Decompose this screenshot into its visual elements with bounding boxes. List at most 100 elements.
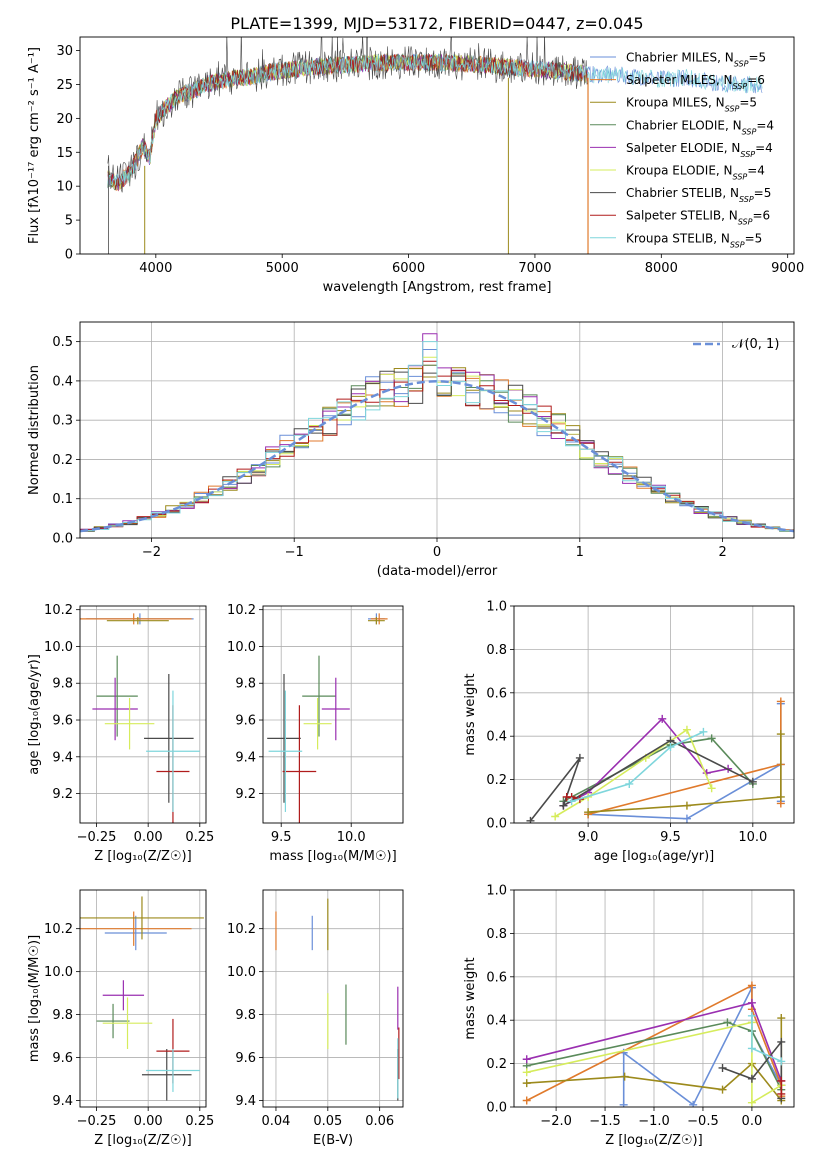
y-tick-label: 0.2 — [486, 773, 507, 788]
spectrum-line — [107, 54, 589, 190]
y-tick-label: 0.0 — [486, 817, 507, 832]
x-tick-label: 0 — [433, 545, 441, 560]
series-marker — [747, 1044, 756, 1053]
x-tick-label: 10.0 — [738, 830, 767, 845]
y-tick-label: 9.2 — [52, 787, 73, 802]
y-tick-label: 1.0 — [486, 600, 507, 615]
series-marker — [682, 725, 691, 734]
x-tick-label: −1 — [285, 545, 304, 560]
series-marker — [522, 1068, 531, 1077]
y-tick-label: 0 — [65, 248, 73, 263]
y-tick-label: 9.4 — [52, 750, 73, 765]
series-marker — [666, 743, 675, 752]
y-tick-label: 1.0 — [486, 884, 507, 899]
series-marker — [619, 1100, 628, 1107]
y-tick-label: 30 — [56, 44, 73, 59]
series-marker — [718, 1063, 727, 1072]
x-axis-label: Z [log₁₀(Z/Z☉)] — [94, 1133, 191, 1148]
series-marker — [748, 777, 757, 786]
series-marker — [776, 697, 785, 706]
series-marker — [526, 816, 535, 823]
y-tick-label: 0.8 — [486, 643, 507, 658]
y-tick-label: 0.3 — [52, 414, 73, 429]
series-marker — [747, 1011, 756, 1020]
series-line — [571, 731, 704, 803]
axes-frame — [513, 605, 795, 824]
x-tick-label: −1.5 — [589, 1114, 621, 1129]
x-tick-label: 0.00 — [134, 830, 163, 845]
panel-residuals: −2 −1 0 1 2 0.0 0.1 0.2 0.3 0.4 0.5 (data-model)/er… — [27, 321, 795, 579]
legend-entry: Chabrier MILES, NSSP=5 — [626, 51, 766, 69]
y-tick-label: 9.8 — [52, 1008, 73, 1023]
series-marker — [718, 1085, 727, 1094]
series-marker — [776, 730, 785, 739]
legend-entry: Kroupa ELODIE, NSSP=4 — [626, 164, 765, 182]
y-axis-label: mass weight — [463, 673, 478, 755]
y-tick-label: 0.4 — [486, 1014, 507, 1029]
y-tick-label: 0.2 — [52, 453, 73, 468]
y-tick-label: 10.0 — [227, 640, 256, 655]
x-tick-label: 1 — [576, 545, 584, 560]
series-marker — [559, 801, 568, 810]
series-marker — [699, 727, 708, 736]
series-marker — [747, 1098, 756, 1107]
panel-spectrum: 4000 5000 6000 7000 8000 9000 0 5 10 15 20 25 30 wave… — [27, 36, 804, 295]
plot-area-residuals — [80, 333, 794, 538]
x-axis-label: E(B-V) — [313, 1133, 353, 1148]
x-tick-label: −0.25 — [77, 1114, 117, 1129]
x-tick-label: 0.00 — [134, 1114, 163, 1129]
y-tick-label: 9.6 — [235, 1051, 256, 1066]
x-tick-label: 0.04 — [261, 1114, 290, 1129]
x-tick-label: 8000 — [645, 261, 678, 276]
plot-area-spectrum — [107, 37, 763, 254]
y-tick-label: 10.0 — [227, 965, 256, 980]
spectrum-line — [107, 53, 763, 187]
y-tick-label: 10.0 — [44, 640, 73, 655]
x-tick-label: 5000 — [266, 261, 299, 276]
x-tick-label: −0.5 — [687, 1114, 719, 1129]
x-tick-label: 9.5 — [271, 830, 292, 845]
series-marker — [620, 1072, 629, 1081]
series-marker — [551, 812, 560, 821]
plot-area-massweight-vs-Z — [522, 981, 786, 1107]
axes-frame — [79, 36, 795, 255]
x-tick-label: −0.25 — [77, 830, 117, 845]
y-tick-label: 9.8 — [52, 677, 73, 692]
spectrum-line — [107, 37, 589, 193]
y-tick-label: 10.2 — [227, 603, 256, 618]
y-tick-label: 0.1 — [52, 492, 73, 507]
y-tick-label: 0.4 — [486, 730, 507, 745]
legend-entry: Kroupa MILES, NSSP=5 — [626, 96, 757, 114]
series-line — [526, 1021, 782, 1105]
y-tick-label: 20 — [56, 112, 73, 127]
y-tick-label: 10.2 — [227, 922, 256, 937]
legend: Chabrier MILES, NSSP=5 Salpeter MILES, NS… — [590, 51, 774, 249]
y-tick-label: 9.4 — [52, 1094, 73, 1109]
plot-area-mass-vs-ebv — [275, 898, 400, 1101]
series-marker — [658, 714, 667, 723]
x-tick-label: 4000 — [139, 261, 172, 276]
x-tick-label: 0.25 — [185, 1114, 214, 1129]
plot-area-age-vs-Z — [80, 613, 200, 823]
x-tick-label: −1.0 — [638, 1114, 670, 1129]
x-tick-label: −2 — [142, 545, 161, 560]
y-tick-label: 15 — [56, 146, 73, 161]
y-tick-label: 0.6 — [486, 686, 507, 701]
series-marker — [689, 1100, 698, 1107]
x-tick-label: 9.5 — [660, 830, 681, 845]
axes-frame — [262, 605, 404, 824]
x-tick-label: −2.0 — [540, 1114, 572, 1129]
series-marker — [567, 797, 576, 806]
x-tick-label: 10.0 — [337, 830, 366, 845]
y-tick-label: 9.8 — [235, 677, 256, 692]
series-marker — [777, 1089, 786, 1098]
panel-massweight-vs-Z: −2.0 −1.5 −1.0 −0.5 0.0 0.0 0.2 0.4 0.6 0.8 1.0 Z [… — [463, 884, 795, 1148]
y-tick-label: 9.6 — [235, 714, 256, 729]
legend-entry: Salpeter STELIB, NSSP=6 — [626, 209, 770, 227]
y-tick-label: 10.0 — [44, 965, 73, 980]
x-tick-label: 0.0 — [742, 1114, 763, 1129]
x-axis-label: Z [log₁₀(Z/Z☉)] — [94, 849, 191, 864]
series-marker — [584, 808, 593, 817]
y-tick-label: 0.5 — [52, 335, 73, 350]
series-line — [588, 703, 782, 820]
